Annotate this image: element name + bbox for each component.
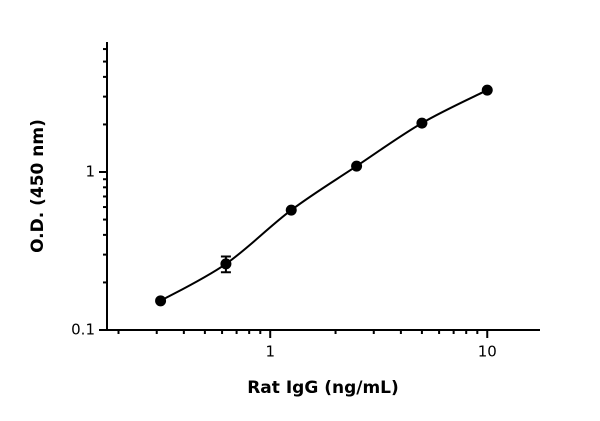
data-point — [285, 204, 297, 216]
x-tick-label: 1 — [265, 343, 275, 361]
y-tick-label: 1 — [85, 163, 95, 181]
data-point — [351, 160, 363, 172]
data-point — [220, 258, 232, 270]
data-point — [155, 295, 167, 307]
fit-curve — [160, 89, 488, 302]
y-axis-label: O.D. (450 nm) — [28, 119, 48, 253]
x-tick-label: 10 — [478, 343, 497, 361]
y-tick-label: 0.1 — [71, 321, 95, 339]
x-axis-label: Rat IgG (ng/mL) — [247, 378, 399, 398]
data-point — [416, 117, 428, 129]
data-point — [481, 84, 493, 96]
